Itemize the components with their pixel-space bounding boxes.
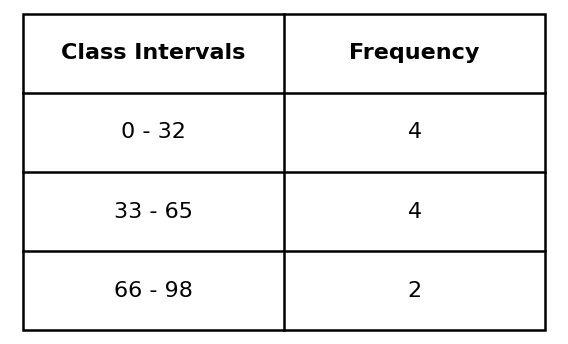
Text: 0 - 32: 0 - 32 (121, 122, 186, 142)
Text: 2: 2 (408, 281, 421, 301)
Text: 4: 4 (408, 122, 421, 142)
Text: 33 - 65: 33 - 65 (114, 202, 193, 222)
Text: Class Intervals: Class Intervals (61, 43, 245, 63)
Text: Frequency: Frequency (349, 43, 480, 63)
Text: 4: 4 (408, 202, 421, 222)
Text: 66 - 98: 66 - 98 (114, 281, 193, 301)
